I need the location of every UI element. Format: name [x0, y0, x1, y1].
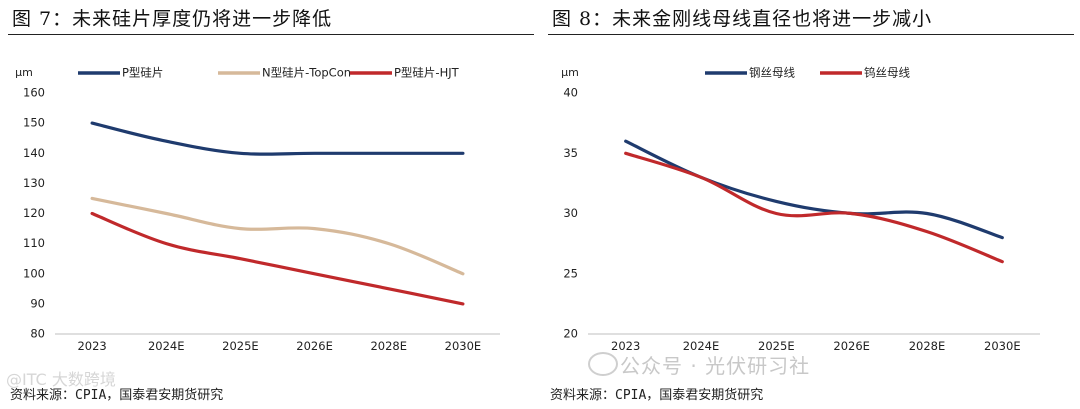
y-tick-label: 100 — [23, 266, 45, 280]
line-chart-diameter: μm 钢丝母线 钨丝母线 20 25 30 35 40 2023 2024E 2025E 2026E 2… — [561, 66, 1040, 353]
title-rule — [8, 34, 534, 35]
y-tick-label: 20 — [563, 327, 578, 341]
legend-label: P型硅片 — [122, 66, 163, 80]
y-unit-label: μm — [15, 66, 33, 79]
series-line — [90, 211, 465, 306]
y-tick-label: 25 — [563, 266, 578, 280]
y-tick-label: 120 — [23, 206, 45, 220]
chart-panel-thickness: 图 7：未来硅片厚度仍将进一步降低 μm P型硅片 N型硅片-TopCon P型硅片-… — [8, 8, 534, 403]
x-tick-label: 2025E — [758, 339, 795, 353]
x-tick-label: 2030E — [984, 339, 1021, 353]
chart-title: 图 8：未来金刚线母线直径也将进一步减小 — [552, 8, 933, 30]
line-chart-thickness: μm P型硅片 N型硅片-TopCon P型硅片-HJT 80 90 100 110 120 13… — [15, 66, 500, 353]
y-unit-label: μm — [561, 66, 579, 79]
x-tick-label: 2024E — [683, 339, 720, 353]
title-rule — [548, 34, 1074, 35]
legend-label: N型硅片-TopCon — [262, 66, 351, 80]
y-tick-label: 150 — [23, 116, 45, 130]
legend-label: P型硅片-HJT — [394, 66, 460, 80]
x-tick-label: 2026E — [833, 339, 870, 353]
chart-panel-diameter: 图 8：未来金刚线母线直径也将进一步减小 μm 钢丝母线 钨丝母线 20 25 30 35 4… — [540, 0, 1080, 409]
series-line — [624, 151, 1004, 264]
y-tick-label: 40 — [563, 86, 578, 100]
series-line — [90, 121, 465, 156]
y-tick-label: 110 — [23, 236, 45, 250]
wechat-icon — [588, 352, 618, 376]
y-tick-label: 90 — [30, 296, 45, 310]
watermark-text: 公众号 · 光伏研习社 — [620, 354, 811, 378]
series-line — [624, 139, 1004, 240]
chart-title: 图 7：未来硅片厚度仍将进一步降低 — [12, 8, 333, 30]
x-tick-label: 2026E — [296, 339, 333, 353]
corner-watermark: @ITC 大数跨境 — [6, 370, 116, 389]
x-tick-label: 2030E — [445, 339, 482, 353]
legend-label: 钢丝母线 — [749, 66, 795, 80]
legend-label: 钨丝母线 — [864, 66, 910, 80]
x-tick-label: 2024E — [148, 339, 185, 353]
y-tick-label: 30 — [563, 206, 578, 220]
chart-source: 资料来源：CPIA，国泰君安期货研究 — [10, 388, 224, 403]
y-tick-label: 35 — [563, 146, 578, 160]
chart-source: 资料来源：CPIA，国泰君安期货研究 — [550, 388, 764, 403]
y-tick-label: 140 — [23, 146, 45, 160]
x-tick-label: 2023 — [611, 339, 640, 353]
x-tick-label: 2028E — [370, 339, 407, 353]
x-tick-label: 2028E — [909, 339, 946, 353]
series-line — [90, 196, 465, 276]
x-tick-label: 2025E — [222, 339, 259, 353]
y-tick-label: 80 — [30, 327, 45, 341]
y-tick-label: 130 — [23, 176, 45, 190]
x-tick-label: 2023 — [77, 339, 106, 353]
y-tick-label: 160 — [23, 86, 45, 100]
